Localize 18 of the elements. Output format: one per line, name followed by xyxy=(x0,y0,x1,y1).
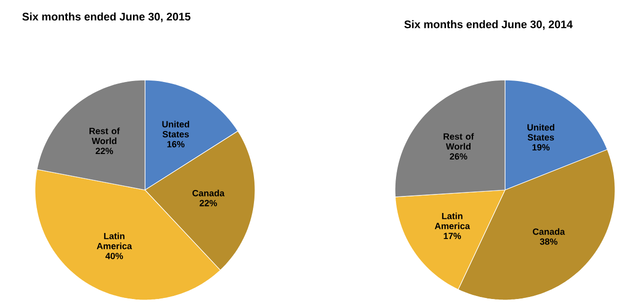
slice-label: Latin America xyxy=(434,212,470,230)
data-label: 19% xyxy=(532,144,550,150)
slice-label: Canada xyxy=(532,228,565,235)
slice-label: Rest of World xyxy=(89,128,120,144)
data-label: 26% xyxy=(450,153,468,160)
data-label: 40% xyxy=(105,252,124,260)
slice-label: United States xyxy=(527,124,554,141)
chart-title: Six months ended June 30, 2014 xyxy=(404,20,573,30)
data-label: 16% xyxy=(167,140,184,148)
slice-label: Latin America xyxy=(96,232,132,250)
slice-label: Rest of World xyxy=(444,133,474,150)
chart-title: Six months ended June 30, 2015 xyxy=(22,12,190,22)
slice-label: United States xyxy=(162,120,190,138)
slice-label: Canada xyxy=(192,190,225,196)
data-label: 38% xyxy=(540,238,558,245)
data-label: 22% xyxy=(200,200,218,206)
data-label: 22% xyxy=(96,148,114,154)
data-label: 17% xyxy=(444,232,461,240)
